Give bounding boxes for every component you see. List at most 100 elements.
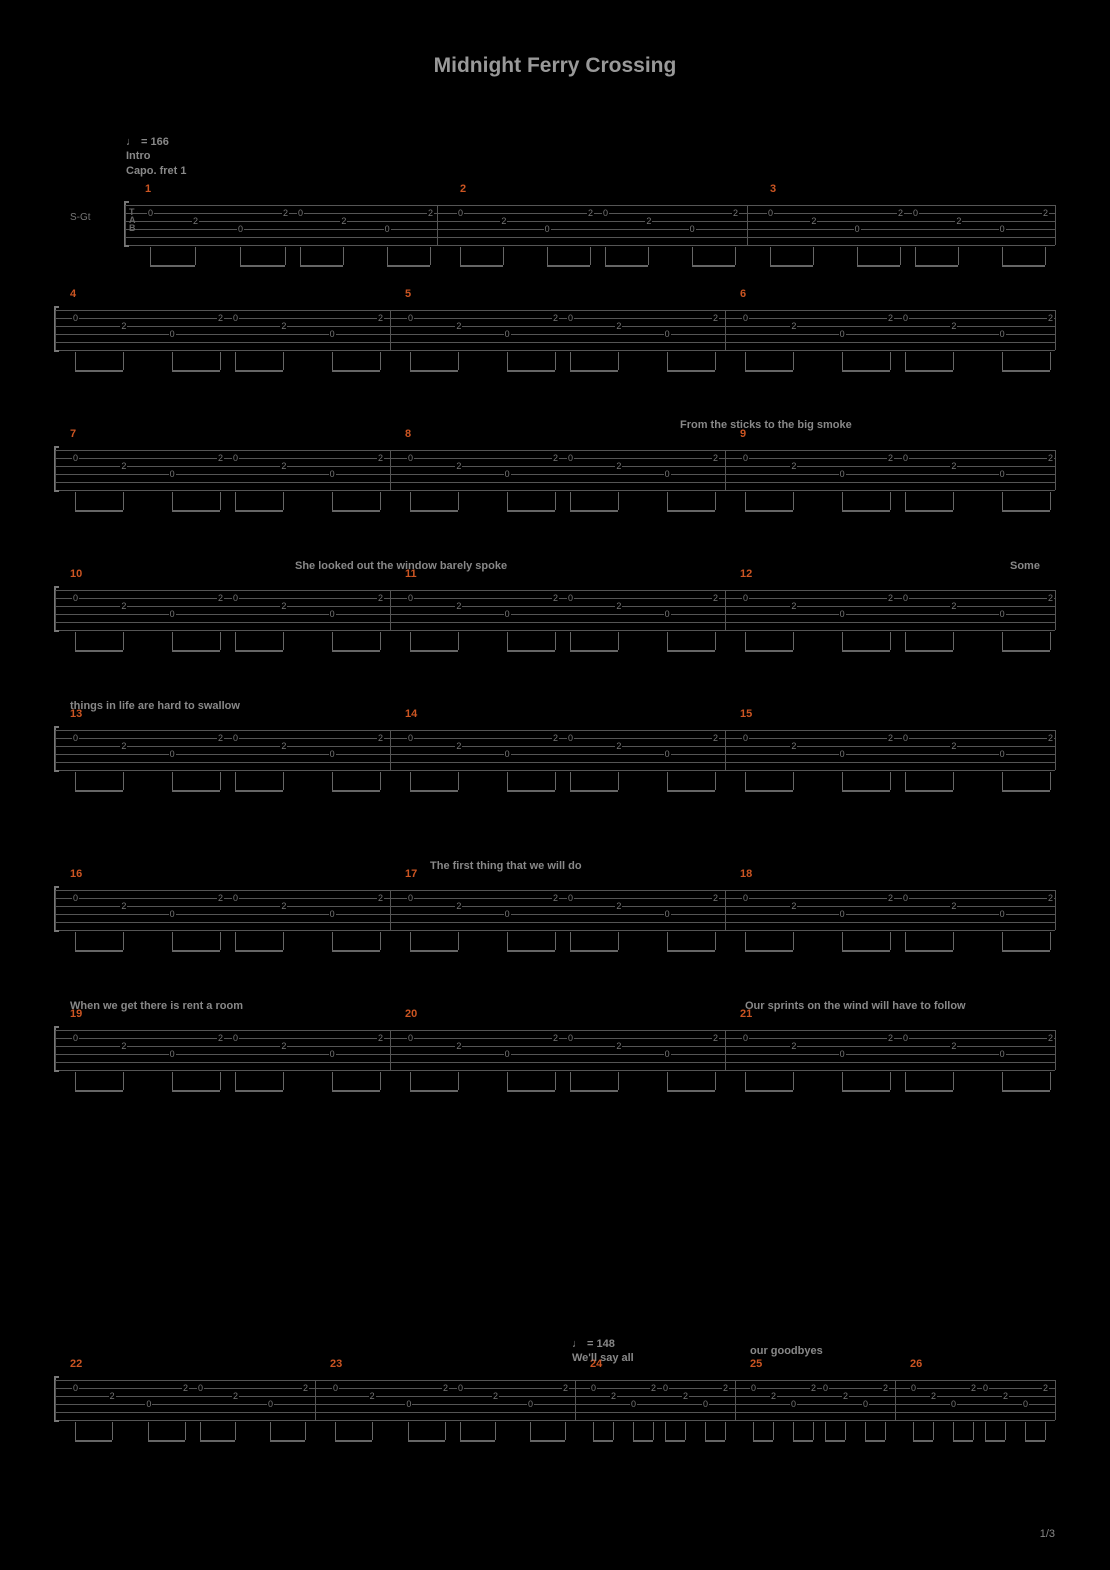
fret-number: 2 xyxy=(455,1042,462,1050)
fret-number: 2 xyxy=(950,322,957,330)
fret-number: 2 xyxy=(377,314,384,322)
fret-number: 2 xyxy=(1042,209,1049,217)
fret-number: 2 xyxy=(970,1384,977,1392)
fret-number: 2 xyxy=(887,594,894,602)
fret-number: 0 xyxy=(750,1384,757,1392)
tab-system: TAB123020202020202020202020202 xyxy=(125,195,1055,267)
fret-number: 0 xyxy=(862,1400,869,1408)
fret-number: 0 xyxy=(504,750,511,758)
fret-number: 0 xyxy=(982,1384,989,1392)
fret-number: 0 xyxy=(169,470,176,478)
fret-number: 2 xyxy=(109,1392,116,1400)
fret-number: 0 xyxy=(72,314,79,322)
fret-number: 0 xyxy=(504,610,511,618)
fret-number: 0 xyxy=(329,330,336,338)
fret-number: 2 xyxy=(712,734,719,742)
fret-number: 2 xyxy=(732,209,739,217)
fret-number: 2 xyxy=(615,602,622,610)
fret-number: 2 xyxy=(120,902,127,910)
fret-number: 0 xyxy=(72,454,79,462)
fret-number: 2 xyxy=(377,1034,384,1042)
fret-number: 0 xyxy=(407,734,414,742)
fret-number: 2 xyxy=(682,1392,689,1400)
fret-number: 2 xyxy=(455,322,462,330)
tempo-intro: ♩ = 166 Intro Capo. fret 1 xyxy=(126,135,187,178)
fret-number: 0 xyxy=(910,1384,917,1392)
fret-number: 2 xyxy=(1042,1384,1049,1392)
fret-number: 2 xyxy=(377,594,384,602)
bar-number: 5 xyxy=(405,288,411,300)
fret-number: 0 xyxy=(169,1050,176,1058)
fret-number: 2 xyxy=(790,462,797,470)
fret-number: 0 xyxy=(169,750,176,758)
fret-number: 2 xyxy=(217,314,224,322)
fret-number: 0 xyxy=(407,894,414,902)
lyric-line: The first thing that we will do xyxy=(430,860,582,872)
fret-number: 0 xyxy=(329,910,336,918)
fret-number: 0 xyxy=(742,314,749,322)
fret-number: 0 xyxy=(232,734,239,742)
fret-number: 2 xyxy=(492,1392,499,1400)
fret-number: 2 xyxy=(562,1384,569,1392)
fret-number: 2 xyxy=(455,602,462,610)
fret-number: 2 xyxy=(377,734,384,742)
fret-number: 0 xyxy=(567,894,574,902)
fret-number: 2 xyxy=(887,454,894,462)
fret-number: 0 xyxy=(407,454,414,462)
fret-number: 2 xyxy=(615,322,622,330)
fret-number: 0 xyxy=(839,910,846,918)
fret-number: 2 xyxy=(500,217,507,225)
quarter-note-icon: ♩ xyxy=(126,135,137,149)
fret-number: 2 xyxy=(280,902,287,910)
fret-number: 0 xyxy=(504,910,511,918)
fret-number: 2 xyxy=(887,894,894,902)
fret-number: 0 xyxy=(169,610,176,618)
tempo-bpm: = 166 xyxy=(141,135,169,149)
fret-number: 0 xyxy=(407,1034,414,1042)
fret-number: 0 xyxy=(232,454,239,462)
fret-number: 0 xyxy=(742,894,749,902)
bar-number: 14 xyxy=(405,708,417,720)
fret-number: 0 xyxy=(72,594,79,602)
lyric-line: things in life are hard to swallow xyxy=(70,700,240,712)
fret-number: 0 xyxy=(999,225,1006,233)
fret-number: 0 xyxy=(72,1034,79,1042)
fret-number: 2 xyxy=(950,1042,957,1050)
tab-system: 456020202020202020202020202 xyxy=(55,300,1055,372)
fret-number: 0 xyxy=(504,1050,511,1058)
fret-number: 0 xyxy=(664,750,671,758)
fret-number: 0 xyxy=(197,1384,204,1392)
bar-number: 23 xyxy=(330,1358,342,1370)
fret-number: 0 xyxy=(329,1050,336,1058)
lyric-line: She looked out the window barely spoke xyxy=(295,560,507,572)
fret-number: 0 xyxy=(590,1384,597,1392)
fret-number: 2 xyxy=(950,742,957,750)
fret-number: 0 xyxy=(147,209,154,217)
fret-number: 0 xyxy=(232,314,239,322)
bar-number: 6 xyxy=(740,288,746,300)
bar-number: 7 xyxy=(70,428,76,440)
fret-number: 0 xyxy=(169,330,176,338)
fret-number: 2 xyxy=(610,1392,617,1400)
tab-system: 2223242526020202020202020202020202020202… xyxy=(55,1370,1055,1442)
lyric-line: From the sticks to the big smoke xyxy=(680,419,852,431)
bar-number: 4 xyxy=(70,288,76,300)
tab-letters: TAB xyxy=(129,208,136,232)
fret-number: 2 xyxy=(455,902,462,910)
fret-number: 2 xyxy=(897,209,904,217)
fret-number: 2 xyxy=(455,462,462,470)
fret-number: 0 xyxy=(950,1400,957,1408)
fret-number: 2 xyxy=(930,1392,937,1400)
fret-number: 2 xyxy=(369,1392,376,1400)
fret-number: 2 xyxy=(1047,894,1054,902)
fret-number: 0 xyxy=(504,330,511,338)
fret-number: 0 xyxy=(999,330,1006,338)
tempo-lyric: We'll say all xyxy=(572,1351,634,1365)
fret-number: 0 xyxy=(72,1384,79,1392)
fret-number: 0 xyxy=(232,594,239,602)
fret-number: 0 xyxy=(742,1034,749,1042)
fret-number: 0 xyxy=(567,734,574,742)
fret-number: 2 xyxy=(1047,314,1054,322)
fret-number: 0 xyxy=(407,314,414,322)
fret-number: 2 xyxy=(615,742,622,750)
